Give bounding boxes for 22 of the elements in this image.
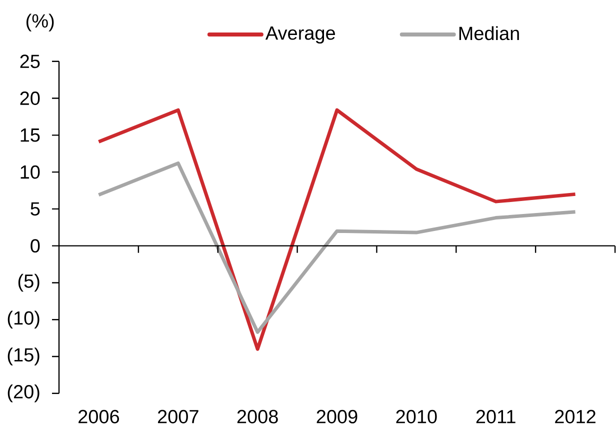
x-tick-label: 2009 — [316, 410, 358, 424]
y-tick-label: 10 — [20, 165, 40, 179]
x-tick-label: 2006 — [78, 410, 120, 424]
x-tick-label: 2010 — [396, 410, 437, 424]
y-tick-label: 25 — [20, 54, 40, 68]
y-tick-label: 15 — [20, 128, 40, 142]
x-tick-label: 2011 — [476, 410, 516, 424]
y-tick-label: (5) — [18, 274, 40, 292]
line-series — [96, 161, 578, 334]
y-tick-label: (20) — [8, 384, 40, 402]
y-tick-label: 0 — [30, 239, 40, 253]
y-tick-label: (15) — [8, 348, 40, 366]
x-tick-label: 2008 — [237, 410, 278, 424]
legend-label: Median — [459, 26, 519, 40]
y-tick-label: 20 — [20, 92, 40, 106]
legend-label: Average — [265, 26, 336, 44]
x-tick-label: 2012 — [555, 410, 596, 424]
line-series — [96, 108, 578, 351]
x-tick-label: 2007 — [158, 410, 198, 424]
y-tick-label: 5 — [30, 202, 40, 216]
y-tick-label: (10) — [8, 310, 40, 328]
y-axis-title: (%) — [26, 14, 54, 32]
